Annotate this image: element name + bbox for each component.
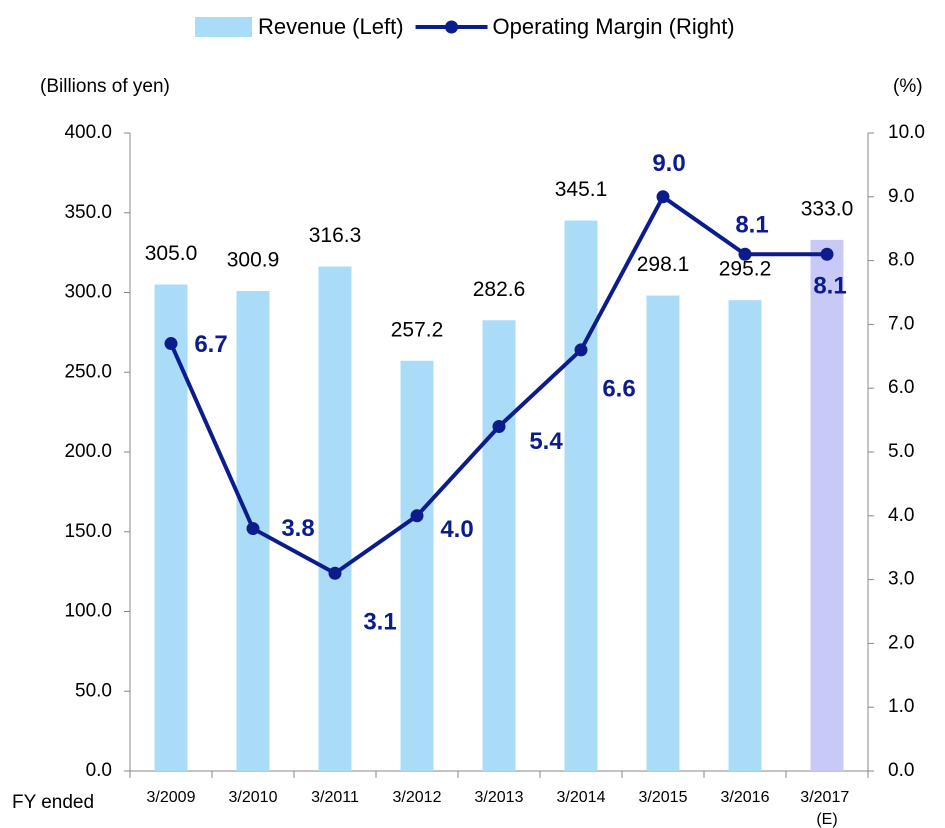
x-axis-title: FY ended: [12, 792, 94, 813]
y-axis-title: (Billions of yen): [40, 76, 170, 97]
bar: [318, 266, 352, 771]
x-tick-label: 3/2013: [475, 789, 524, 806]
line-value-label: 8.1: [813, 273, 846, 300]
x-tick-label: 3/2012: [393, 789, 442, 806]
bar-value-label: 345.1: [555, 178, 608, 201]
bar: [646, 295, 680, 771]
line-point: [164, 337, 178, 351]
x-tick-label: 3/2009: [147, 789, 196, 806]
y2-tick-label: 0.0: [888, 760, 914, 781]
y-tick-label: 100.0: [64, 601, 112, 622]
y2-tick-label: 4.0: [888, 505, 914, 526]
line-value-label: 6.6: [602, 375, 635, 402]
bar-value-label: 316.3: [309, 224, 362, 247]
legend-marker: [445, 20, 459, 34]
y-tick-label: 200.0: [64, 441, 112, 462]
x-tick-label: 3/2010: [229, 789, 278, 806]
bar-value-label: 282.6: [473, 278, 526, 301]
line-point: [738, 247, 752, 261]
bar-value-label: 295.2: [719, 258, 772, 281]
x-tick-label: 3/2016: [721, 789, 770, 806]
line-point: [656, 190, 670, 204]
legend-label: Revenue (Left): [258, 14, 404, 39]
y2-tick-label: 2.0: [888, 632, 914, 653]
line-value-label: 5.4: [529, 428, 563, 455]
bar-value-label: 305.0: [145, 242, 198, 265]
line-value-label: 8.1: [735, 212, 768, 239]
y2-tick-label: 10.0: [888, 122, 925, 143]
x-tick-label: 3/2017 (E): [800, 789, 853, 828]
y-tick-label: 300.0: [64, 282, 112, 303]
y2-tick-label: 3.0: [888, 569, 914, 590]
y-tick-label: 250.0: [64, 361, 112, 382]
bar-value-label: 333.0: [801, 197, 854, 220]
legend-label: Operating Margin (Right): [493, 14, 735, 39]
y-tick-label: 150.0: [64, 521, 112, 542]
y2-tick-label: 5.0: [888, 441, 914, 462]
y-tick-label: 0.0: [86, 760, 112, 781]
line-point: [410, 509, 424, 523]
line-value-label: 4.0: [440, 516, 473, 543]
line-value-label: 3.8: [281, 515, 314, 542]
y2-tick-label: 7.0: [888, 313, 914, 334]
y2-tick-label: 9.0: [888, 186, 914, 207]
bar-value-label: 257.2: [391, 318, 444, 341]
y2-axis-title: (%): [893, 76, 923, 97]
line-value-label: 9.0: [652, 150, 685, 177]
x-tick-label: 3/2014: [557, 789, 606, 806]
bar: [154, 284, 188, 771]
y-tick-label: 400.0: [64, 122, 112, 143]
line-point: [246, 522, 260, 536]
x-tick-label: 3/2011: [311, 789, 359, 806]
line-point: [574, 343, 588, 357]
bar-value-label: 298.1: [637, 253, 690, 276]
x-tick-label: 3/2015: [639, 789, 688, 806]
line-point: [820, 247, 834, 261]
bar: [564, 220, 598, 772]
y2-tick-label: 8.0: [888, 250, 914, 271]
y2-tick-label: 6.0: [888, 377, 914, 398]
line-value-label: 6.7: [194, 331, 227, 358]
y-tick-label: 50.0: [75, 680, 112, 701]
bar-value-label: 300.9: [227, 249, 280, 272]
bar: [400, 360, 434, 771]
line-value-label: 3.1: [363, 609, 396, 636]
y2-tick-label: 1.0: [888, 696, 914, 717]
line-point: [328, 566, 342, 580]
bar: [810, 239, 844, 772]
y-tick-label: 350.0: [64, 202, 112, 223]
bar: [728, 300, 762, 771]
bar: [482, 320, 516, 771]
line-point: [492, 419, 506, 433]
legend-swatch: [195, 17, 252, 37]
